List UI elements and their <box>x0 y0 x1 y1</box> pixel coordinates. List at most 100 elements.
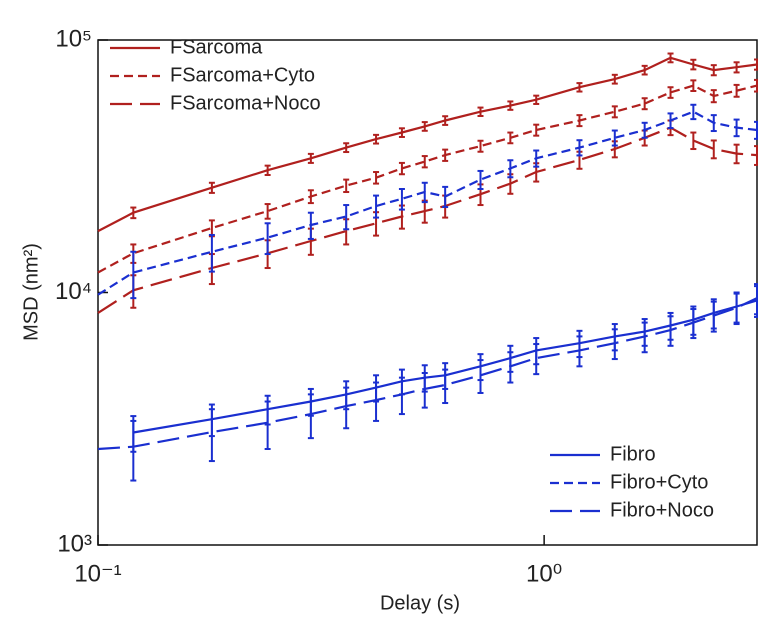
error-bar <box>611 129 618 147</box>
error-bar <box>264 203 271 220</box>
y-tick-label: 10⁴ <box>55 278 92 305</box>
series-line <box>97 297 758 451</box>
error-bar <box>507 159 514 179</box>
error-bar <box>710 114 717 133</box>
y-tick-label: 10³ <box>57 530 92 557</box>
error-bar <box>754 58 758 71</box>
error-bar <box>421 371 428 409</box>
error-bar <box>611 73 618 85</box>
y-tick-label: 10⁵ <box>55 25 92 52</box>
legend-label: Fibro+Noco <box>610 499 714 521</box>
error-bar <box>307 393 314 440</box>
error-bar <box>533 123 540 137</box>
error-bar <box>398 376 405 416</box>
error-bar <box>754 283 758 316</box>
error-bar <box>533 94 540 105</box>
error-bar <box>442 148 449 162</box>
error-bar <box>733 292 740 326</box>
error-bar <box>373 194 380 219</box>
error-bar <box>533 149 540 168</box>
error-bar <box>690 131 697 151</box>
error-bar <box>667 86 674 99</box>
error-bar <box>611 328 618 361</box>
error-bar <box>398 161 405 176</box>
error-bar <box>690 103 697 121</box>
error-bar <box>343 386 350 430</box>
error-bar <box>733 118 740 138</box>
error-bar <box>130 206 137 220</box>
error-bar <box>576 139 583 157</box>
error-bar <box>373 171 380 185</box>
legend-label: Fibro <box>610 443 656 465</box>
error-bar <box>754 78 758 93</box>
error-bar <box>307 152 314 164</box>
legend-label: FSarcoma <box>170 36 263 58</box>
x-axis-label: Delay (s) <box>380 592 460 614</box>
error-bar <box>690 308 697 340</box>
legend-label: Fibro+Cyto <box>610 471 708 493</box>
error-bar <box>507 131 514 145</box>
error-bar <box>576 82 583 93</box>
error-bar <box>690 79 697 93</box>
legend-label: FSarcoma+Cyto <box>170 64 315 86</box>
error-bar <box>343 142 350 154</box>
plot-frame <box>97 39 758 546</box>
error-bar <box>733 143 740 165</box>
series-line <box>133 299 758 434</box>
error-bar <box>754 145 758 166</box>
error-bar <box>307 189 314 205</box>
error-bar <box>373 381 380 422</box>
error-bar <box>667 52 674 64</box>
error-bar <box>507 351 514 384</box>
error-bar <box>398 187 405 211</box>
series-line <box>97 110 758 296</box>
error-bar <box>576 114 583 128</box>
error-bar <box>343 204 350 231</box>
error-bar <box>710 64 717 77</box>
error-bar <box>667 315 674 347</box>
series-line <box>97 84 758 274</box>
error-bar <box>208 181 215 194</box>
x-tick-label: 10⁰ <box>526 560 562 587</box>
error-bar <box>421 181 428 204</box>
error-bar <box>733 61 740 74</box>
error-bar <box>421 155 428 169</box>
error-bar <box>477 139 484 153</box>
error-bar <box>710 139 717 160</box>
error-bar <box>307 211 314 240</box>
error-bar <box>442 115 449 126</box>
error-bar <box>611 105 618 119</box>
error-bar <box>641 64 648 76</box>
error-bar <box>264 222 271 256</box>
error-bar <box>130 250 137 300</box>
error-bar <box>343 178 350 194</box>
error-bar <box>264 400 271 450</box>
error-bar <box>130 419 137 482</box>
error-bar <box>710 89 717 104</box>
error-bar <box>373 133 380 145</box>
error-bar <box>477 359 484 394</box>
error-bar <box>264 164 271 176</box>
error-bar <box>533 343 540 376</box>
error-bar <box>641 121 648 139</box>
error-bar <box>398 127 405 138</box>
x-tick-label: 10⁻¹ <box>74 560 121 587</box>
error-bar <box>507 100 514 111</box>
error-bar <box>576 335 583 368</box>
error-bar <box>641 321 648 354</box>
error-bar <box>641 97 648 111</box>
error-bar <box>442 368 449 405</box>
error-bar <box>754 120 758 140</box>
error-bar <box>208 233 215 273</box>
error-bar <box>477 169 484 190</box>
error-bar <box>208 408 215 463</box>
error-bar <box>690 58 697 71</box>
error-bar <box>710 300 717 333</box>
y-axis-label: MSD (nm²) <box>20 243 42 341</box>
error-bar <box>733 83 740 98</box>
legend-label: FSarcoma+Noco <box>170 92 321 114</box>
error-bar <box>667 112 674 130</box>
error-bar <box>421 121 428 132</box>
error-bar <box>477 106 484 118</box>
